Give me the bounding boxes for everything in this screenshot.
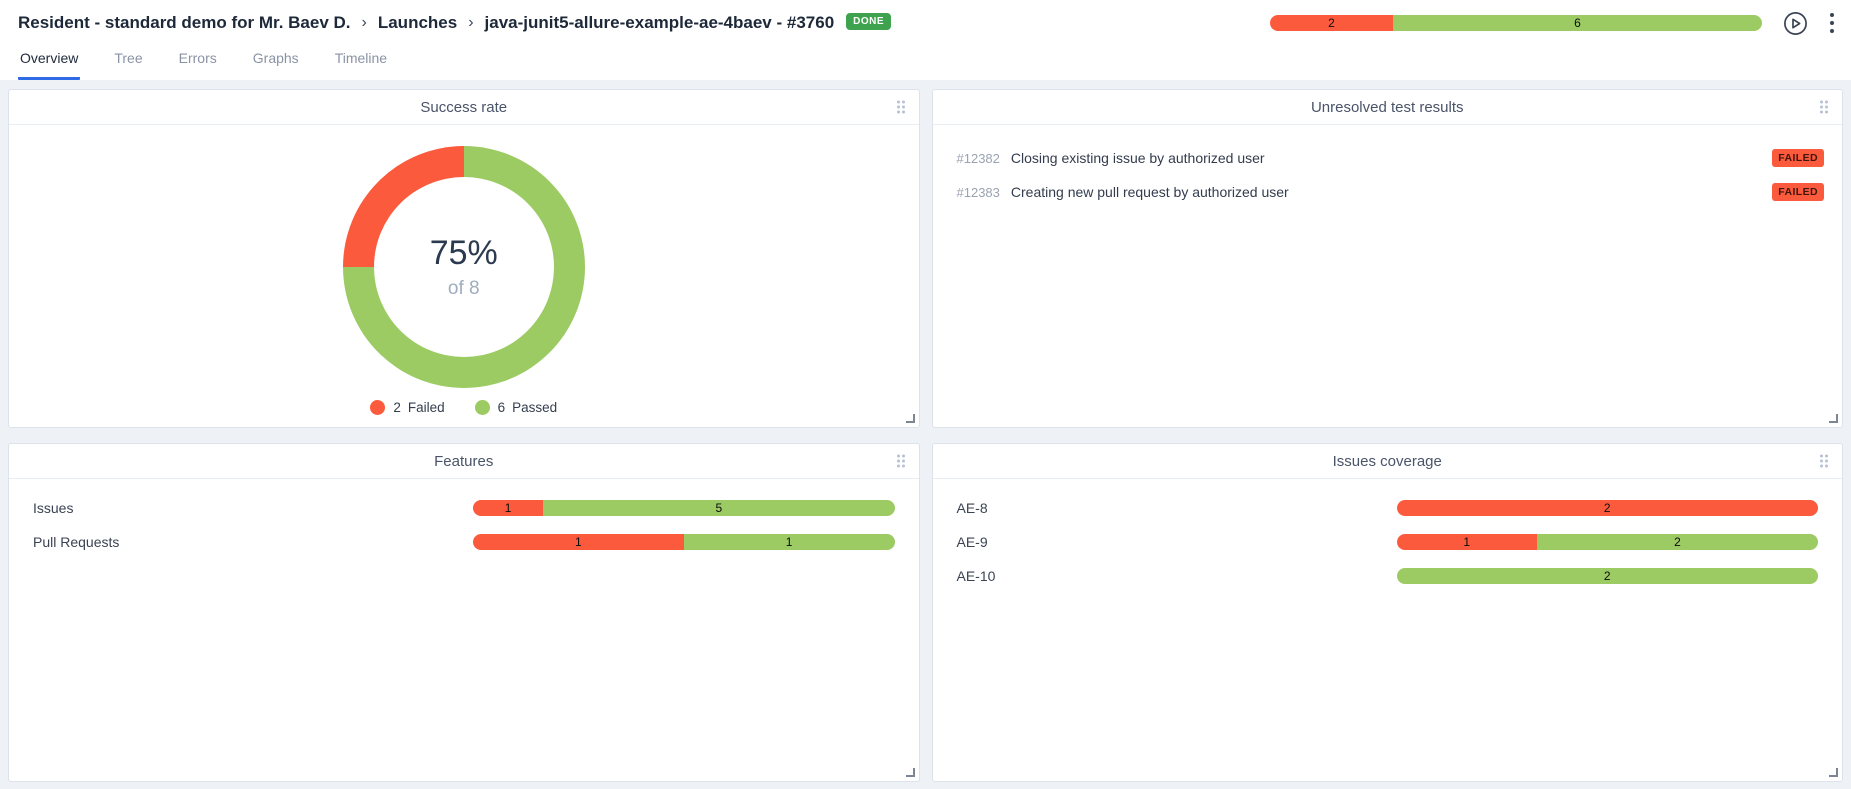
test-result-row: #12383 Creating new pull request by autho… <box>956 175 1824 209</box>
donut-legend: 2 Failed 6 Passed <box>370 400 557 415</box>
breadcrumb-row: Resident - standard demo for Mr. Baev D.… <box>0 0 1851 46</box>
bar-segment-failed[interactable]: 1 <box>473 500 544 516</box>
success-total: of 8 <box>447 278 480 299</box>
top-header: Resident - standard demo for Mr. Baev D.… <box>0 0 1851 80</box>
stacked-bar: 2 <box>1396 568 1818 584</box>
legend-item-failed: 2 Failed <box>370 400 445 415</box>
legend-dot-icon <box>474 400 490 415</box>
test-status-badge: FAILED <box>1772 149 1824 167</box>
bar-row: AE-8 2 <box>956 494 1818 522</box>
panel-header: Success rate <box>9 90 919 125</box>
donut-center: 75% of 8 <box>373 177 554 357</box>
test-result-id: #12383 <box>956 184 1000 200</box>
drag-handle-icon[interactable] <box>896 454 906 469</box>
panel-issues-coverage: Issues coverage AE-8 2 AE-9 1 2 AE-10 2 <box>931 443 1843 782</box>
bar-segment-failed[interactable]: 2 <box>1270 15 1393 31</box>
drag-handle-icon[interactable] <box>1819 100 1829 115</box>
test-status-badge: FAILED <box>1772 183 1824 201</box>
tab-bar: Overview Tree Errors Graphs Timeline <box>0 46 1851 80</box>
bar-row-label: AE-8 <box>956 500 988 516</box>
bar-segment-passed[interactable]: 1 <box>683 534 895 550</box>
panel-header: Issues coverage <box>932 444 1842 479</box>
resize-handle[interactable] <box>1829 768 1838 777</box>
legend-item-passed: 6 Passed <box>474 400 558 415</box>
bar-segment-failed[interactable]: 2 <box>1396 500 1818 516</box>
features-rows: Issues 1 5 Pull Requests 1 1 <box>9 479 919 781</box>
bar-segment-passed[interactable]: 2 <box>1396 568 1818 584</box>
panel-unresolved-test-results: Unresolved test results #12382 Closing ex… <box>931 89 1843 428</box>
test-result-row: #12382 Closing existing issue by authoriz… <box>956 141 1824 175</box>
panel-header: Features <box>9 444 919 479</box>
bar-row: AE-9 1 2 <box>956 528 1818 556</box>
bar-segment-passed[interactable]: 6 <box>1393 15 1762 31</box>
drag-handle-icon[interactable] <box>1819 454 1829 469</box>
more-actions-button[interactable] <box>1829 11 1835 35</box>
rerun-launch-button[interactable] <box>1782 10 1809 37</box>
breadcrumb-separator: › <box>361 14 367 31</box>
bar-row-label: Pull Requests <box>33 534 120 550</box>
tab-tree[interactable]: Tree <box>114 49 143 66</box>
status-badge: DONE <box>846 12 892 30</box>
legend-label: Failed <box>407 400 445 415</box>
bar-row-label: Issues <box>33 500 74 516</box>
dashboard-grid: Success rate 75% of 8 2 Failed 6 Passed Unr… <box>0 80 1851 789</box>
kebab-icon <box>1830 13 1834 33</box>
test-result-id: #12382 <box>956 150 1000 166</box>
resize-handle[interactable] <box>1829 414 1838 423</box>
panel-success-rate: Success rate 75% of 8 2 Failed 6 Passed <box>8 89 920 428</box>
test-result-name[interactable]: Closing existing issue by authorized use… <box>1010 150 1265 166</box>
resize-handle[interactable] <box>905 768 915 777</box>
bar-row: Pull Requests 1 1 <box>33 528 895 556</box>
drag-handle-icon[interactable] <box>896 100 906 115</box>
test-result-name[interactable]: Creating new pull request by authorized … <box>1010 184 1289 200</box>
bar-row: AE-10 2 <box>956 562 1818 590</box>
panel-title: Success rate <box>420 98 508 116</box>
legend-count: 2 <box>393 400 401 415</box>
coverage-rows: AE-8 2 AE-9 1 2 AE-10 2 <box>933 479 1843 781</box>
unresolved-list: #12382 Closing existing issue by authoriz… <box>933 125 1843 427</box>
tab-overview[interactable]: Overview <box>18 46 81 80</box>
bar-row-label: AE-9 <box>956 534 988 550</box>
legend-dot-icon <box>370 400 386 415</box>
resize-handle[interactable] <box>905 414 915 423</box>
tab-graphs[interactable]: Graphs <box>252 49 299 66</box>
stacked-bar: 2 <box>1396 500 1818 516</box>
panel-title: Features <box>434 452 494 470</box>
success-percent: 75% <box>429 234 498 272</box>
breadcrumb: Resident - standard demo for Mr. Baev D.… <box>18 13 834 33</box>
success-rate-body: 75% of 8 2 Failed 6 Passed <box>9 125 919 427</box>
breadcrumb-item[interactable]: Resident - standard demo for Mr. Baev D. <box>18 13 351 32</box>
breadcrumb-separator: › <box>468 14 474 31</box>
bar-segment-passed[interactable]: 2 <box>1537 534 1818 550</box>
legend-label: Passed <box>512 400 558 415</box>
bar-segment-passed[interactable]: 5 <box>543 500 895 516</box>
breadcrumb-item[interactable]: Launches <box>377 13 458 32</box>
panel-header: Unresolved test results <box>932 90 1842 125</box>
bar-segment-failed[interactable]: 1 <box>473 534 684 550</box>
panel-title: Issues coverage <box>1332 452 1442 470</box>
bar-row: Issues 1 5 <box>33 494 895 522</box>
bar-segment-failed[interactable]: 1 <box>1396 534 1537 550</box>
play-icon <box>1784 11 1807 35</box>
bar-row-label: AE-10 <box>956 568 996 584</box>
tab-timeline[interactable]: Timeline <box>334 49 388 66</box>
panel-title: Unresolved test results <box>1310 98 1464 116</box>
breadcrumb-item[interactable]: java-junit5-allure-example-ae-4baev - #3… <box>484 13 835 32</box>
tab-errors[interactable]: Errors <box>178 49 217 66</box>
panel-features: Features Issues 1 5 Pull Requests 1 1 <box>8 443 920 782</box>
legend-count: 6 <box>497 400 506 415</box>
success-donut[interactable]: 75% of 8 <box>342 146 585 388</box>
